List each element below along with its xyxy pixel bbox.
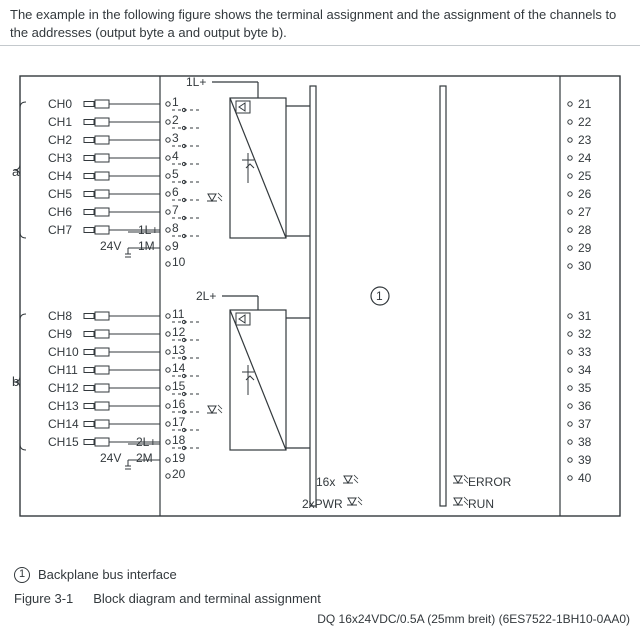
pin-12: 12 [172, 324, 185, 340]
pin-37: 37 [578, 416, 591, 432]
pin-14: 14 [172, 360, 185, 376]
pin-4: 4 [172, 148, 179, 164]
pin-40: 40 [578, 470, 591, 486]
channel-label-ch11: CH11 [48, 362, 78, 378]
channel-label-ch3: CH3 [48, 150, 72, 166]
supply-2m: 2M [136, 450, 153, 466]
svg-text:16x: 16x [316, 475, 335, 489]
pin-35: 35 [578, 380, 591, 396]
pin-9: 9 [172, 238, 179, 254]
channel-label-ch5: CH5 [48, 186, 72, 202]
callout-legend: 1 Backplane bus interface [0, 566, 640, 584]
channel-label-ch10: CH10 [48, 344, 79, 360]
pin-39: 39 [578, 452, 591, 468]
supply-1l: 1L+ [138, 222, 158, 238]
pin-31: 31 [578, 308, 591, 324]
pin-16: 16 [172, 396, 185, 412]
channel-label-ch15: CH15 [48, 434, 79, 450]
pin-3: 3 [172, 130, 179, 146]
callout-1-text: Backplane bus interface [38, 566, 177, 584]
svg-text:ERROR: ERROR [468, 475, 512, 489]
channel-label-ch13: CH13 [48, 398, 79, 414]
pin-5: 5 [172, 166, 179, 182]
pin-23: 23 [578, 132, 591, 148]
pin-29: 29 [578, 240, 591, 256]
pin-24: 24 [578, 150, 591, 166]
pin-28: 28 [578, 222, 591, 238]
channel-label-ch1: CH1 [48, 114, 72, 130]
channel-label-ch0: CH0 [48, 96, 72, 112]
svg-text:1L+: 1L+ [186, 75, 206, 89]
figure-caption: Figure 3-1 Block diagram and terminal as… [0, 590, 640, 608]
pin-38: 38 [578, 434, 591, 450]
figure-text: Block diagram and terminal assignment [93, 590, 321, 608]
supply-24v-b: 24V [100, 450, 121, 466]
channel-label-ch12: CH12 [48, 380, 79, 396]
pin-10: 10 [172, 254, 185, 270]
svg-text:2xPWR: 2xPWR [302, 497, 343, 511]
channel-label-ch2: CH2 [48, 132, 72, 148]
pin-8: 8 [172, 220, 179, 236]
pin-34: 34 [578, 362, 591, 378]
channel-label-ch7: CH7 [48, 222, 72, 238]
pin-21: 21 [578, 96, 591, 112]
channel-label-ch4: CH4 [48, 168, 72, 184]
svg-text:1: 1 [376, 289, 383, 303]
pin-33: 33 [578, 344, 591, 360]
pin-1: 1 [172, 94, 179, 110]
channel-label-ch6: CH6 [48, 204, 72, 220]
pin-36: 36 [578, 398, 591, 414]
pin-6: 6 [172, 184, 179, 200]
pin-30: 30 [578, 258, 591, 274]
pin-20: 20 [172, 466, 185, 482]
supply-1m: 1M [138, 238, 155, 254]
block-diagram: a b 1L+ 2L+ 1 [0, 46, 640, 566]
pin-13: 13 [172, 342, 185, 358]
pin-19: 19 [172, 450, 185, 466]
pin-25: 25 [578, 168, 591, 184]
pin-32: 32 [578, 326, 591, 342]
figure-number: Figure 3-1 [14, 590, 73, 608]
channel-label-ch9: CH9 [48, 326, 72, 342]
channel-label-ch8: CH8 [48, 308, 72, 324]
pin-11: 11 [172, 306, 184, 322]
pin-27: 27 [578, 204, 591, 220]
callout-1-icon: 1 [14, 567, 30, 583]
pin-22: 22 [578, 114, 591, 130]
supply-2l: 2L+ [136, 434, 156, 450]
svg-text:2L+: 2L+ [196, 289, 216, 303]
pin-18: 18 [172, 432, 185, 448]
pin-15: 15 [172, 378, 185, 394]
pin-26: 26 [578, 186, 591, 202]
supply-24v-a: 24V [100, 238, 121, 254]
pin-7: 7 [172, 202, 179, 218]
svg-text:RUN: RUN [468, 497, 494, 511]
part-number: DQ 16x24VDC/0.5A (25mm breit) (6ES7522-1… [0, 607, 640, 627]
pin-17: 17 [172, 414, 185, 430]
pin-2: 2 [172, 112, 179, 128]
intro-text: The example in the following figure show… [0, 0, 640, 46]
channel-label-ch14: CH14 [48, 416, 79, 432]
